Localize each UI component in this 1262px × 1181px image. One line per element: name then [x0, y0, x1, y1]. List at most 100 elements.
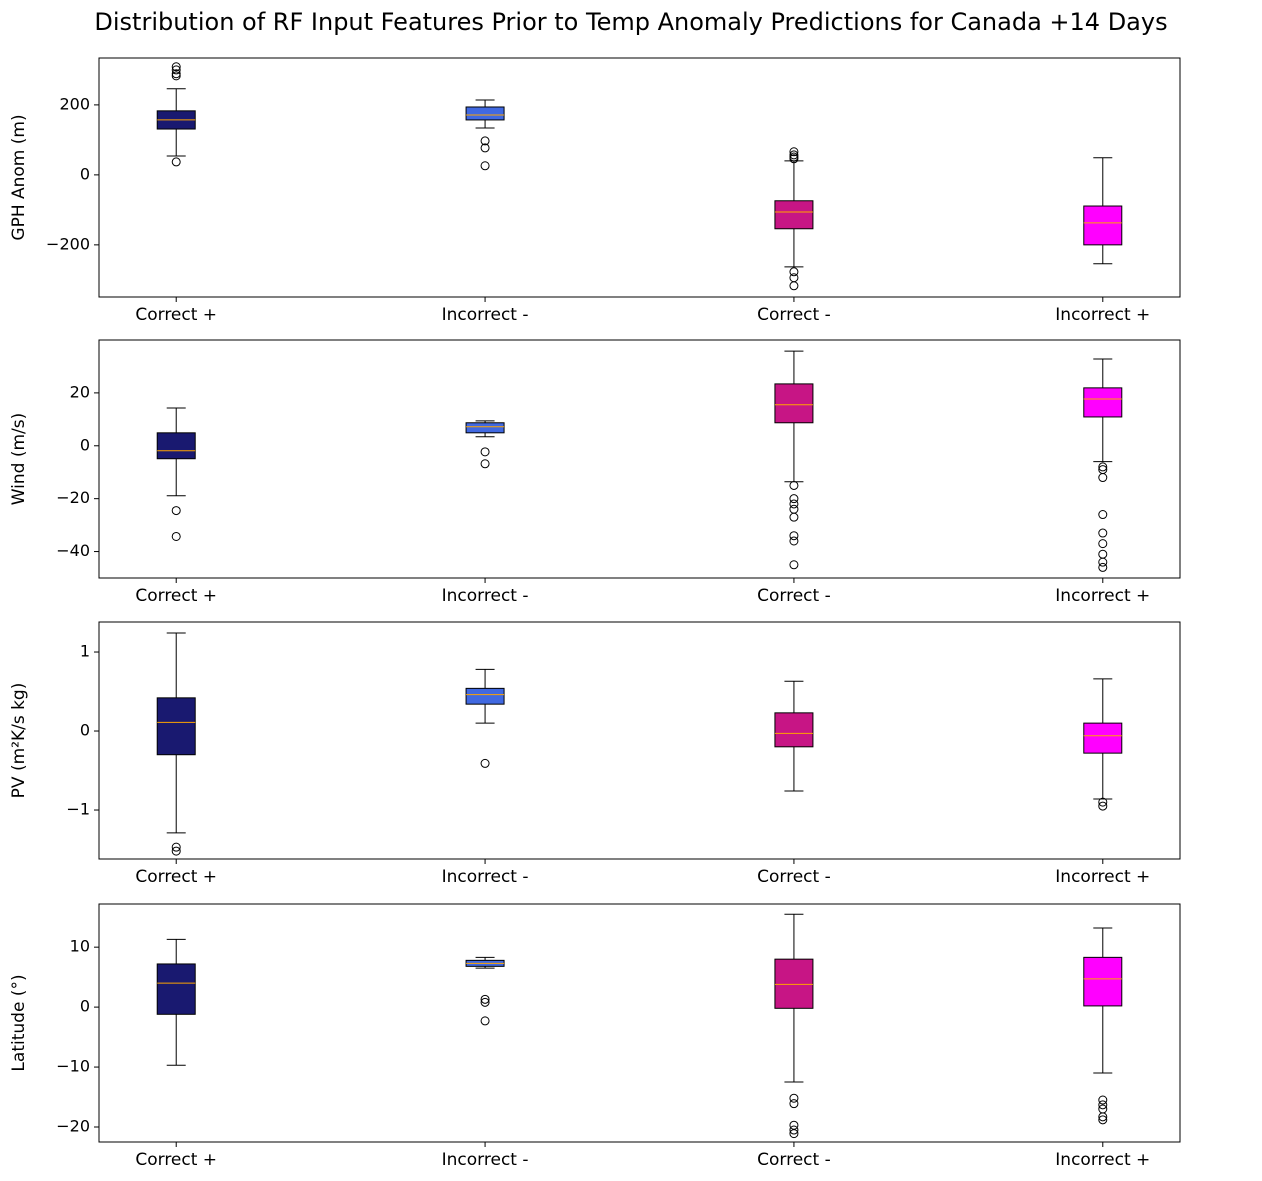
- outlier: [789, 560, 799, 570]
- y-axis-label: GPH Anom (m): [9, 114, 29, 240]
- y-axis-label: PV (m²K/s kg): [9, 683, 29, 799]
- outlier: [171, 71, 181, 81]
- outlier: [480, 143, 490, 153]
- box: [156, 697, 196, 756]
- axes-frame: [98, 339, 1181, 579]
- y-tick-label: −40: [56, 541, 90, 560]
- outlier: [789, 152, 799, 162]
- outlier: [171, 531, 181, 541]
- outlier: [171, 846, 181, 856]
- x-tick-label: Incorrect +: [1055, 867, 1150, 887]
- x-tick-label: Incorrect -: [442, 586, 529, 606]
- outlier: [1098, 1112, 1108, 1122]
- outlier: [1098, 473, 1108, 483]
- outlier: [789, 536, 799, 546]
- outlier: [789, 504, 799, 514]
- x-tick-label: Correct -: [757, 305, 831, 325]
- x-tick-label: Correct -: [757, 1150, 831, 1170]
- box: [774, 383, 814, 424]
- x-tick-label: Incorrect -: [442, 305, 529, 325]
- box: [1083, 722, 1123, 754]
- x-tick-label: Correct +: [135, 305, 217, 325]
- y-tick-label: −10: [56, 1057, 90, 1076]
- box: [774, 200, 814, 230]
- y-tick-label: 200: [59, 94, 90, 113]
- outlier: [1098, 1100, 1108, 1110]
- box: [1083, 205, 1123, 246]
- outlier: [1098, 462, 1108, 472]
- y-axis-label: Latitude (°): [9, 974, 29, 1071]
- outlier: [789, 494, 799, 504]
- box: [465, 687, 505, 705]
- y-tick-label: 0: [80, 721, 90, 740]
- y-tick-label: 1: [80, 642, 90, 661]
- outlier: [480, 447, 490, 457]
- x-tick-label: Correct -: [757, 867, 831, 887]
- outlier: [789, 281, 799, 291]
- box: [774, 712, 814, 748]
- outlier: [789, 150, 799, 160]
- outlier: [171, 69, 181, 79]
- x-tick-label: Incorrect -: [442, 1150, 529, 1170]
- outlier: [171, 62, 181, 72]
- y-tick-label: 0: [80, 435, 90, 454]
- outlier: [1098, 528, 1108, 538]
- outlier: [1098, 539, 1108, 549]
- y-tick-label: 20: [70, 382, 90, 401]
- outlier: [789, 1129, 799, 1139]
- box: [465, 106, 505, 121]
- outlier: [1098, 1095, 1108, 1105]
- y-tick-label: −200: [46, 234, 90, 253]
- box: [156, 963, 196, 1015]
- outlier: [480, 136, 490, 146]
- box: [1083, 956, 1123, 1007]
- y-tick-label: −20: [56, 1117, 90, 1136]
- outlier: [171, 842, 181, 852]
- outlier: [171, 65, 181, 75]
- axes-frame: [98, 903, 1181, 1143]
- outlier: [789, 273, 799, 283]
- outlier: [480, 997, 490, 1007]
- outlier: [789, 267, 799, 277]
- outlier: [480, 1016, 490, 1026]
- outlier: [1098, 801, 1108, 811]
- outlier: [1098, 562, 1108, 572]
- x-tick-label: Incorrect +: [1055, 1150, 1150, 1170]
- outlier: [1098, 797, 1108, 807]
- outlier: [789, 1125, 799, 1135]
- axes-frame: [98, 621, 1181, 860]
- x-tick-label: Correct -: [757, 586, 831, 606]
- x-tick-label: Incorrect +: [1055, 305, 1150, 325]
- outlier: [789, 512, 799, 522]
- box: [1083, 387, 1123, 418]
- outlier: [789, 1120, 799, 1130]
- box: [774, 958, 814, 1009]
- outlier: [480, 758, 490, 768]
- outlier: [789, 1099, 799, 1109]
- outlier: [480, 161, 490, 171]
- box: [465, 422, 505, 434]
- box: [156, 432, 196, 460]
- outlier: [789, 1093, 799, 1103]
- y-tick-label: 0: [80, 164, 90, 183]
- x-tick-label: Incorrect +: [1055, 586, 1150, 606]
- outlier: [789, 499, 799, 509]
- x-tick-label: Correct +: [135, 1150, 217, 1170]
- outlier: [1098, 1115, 1108, 1125]
- outlier: [480, 994, 490, 1004]
- y-tick-label: 0: [80, 997, 90, 1016]
- y-tick-label: 10: [70, 937, 90, 956]
- outlier: [789, 531, 799, 541]
- figure-title: Distribution of RF Input Features Prior …: [94, 8, 1167, 36]
- x-tick-label: Incorrect -: [442, 867, 529, 887]
- outlier: [171, 157, 181, 167]
- y-axis-label: Wind (m/s): [9, 413, 29, 506]
- outlier: [1098, 510, 1108, 520]
- outlier: [1098, 549, 1108, 559]
- y-tick-label: −20: [56, 488, 90, 507]
- outlier: [789, 147, 799, 157]
- outlier: [480, 459, 490, 469]
- y-tick-label: −1: [66, 800, 90, 819]
- outlier: [789, 480, 799, 490]
